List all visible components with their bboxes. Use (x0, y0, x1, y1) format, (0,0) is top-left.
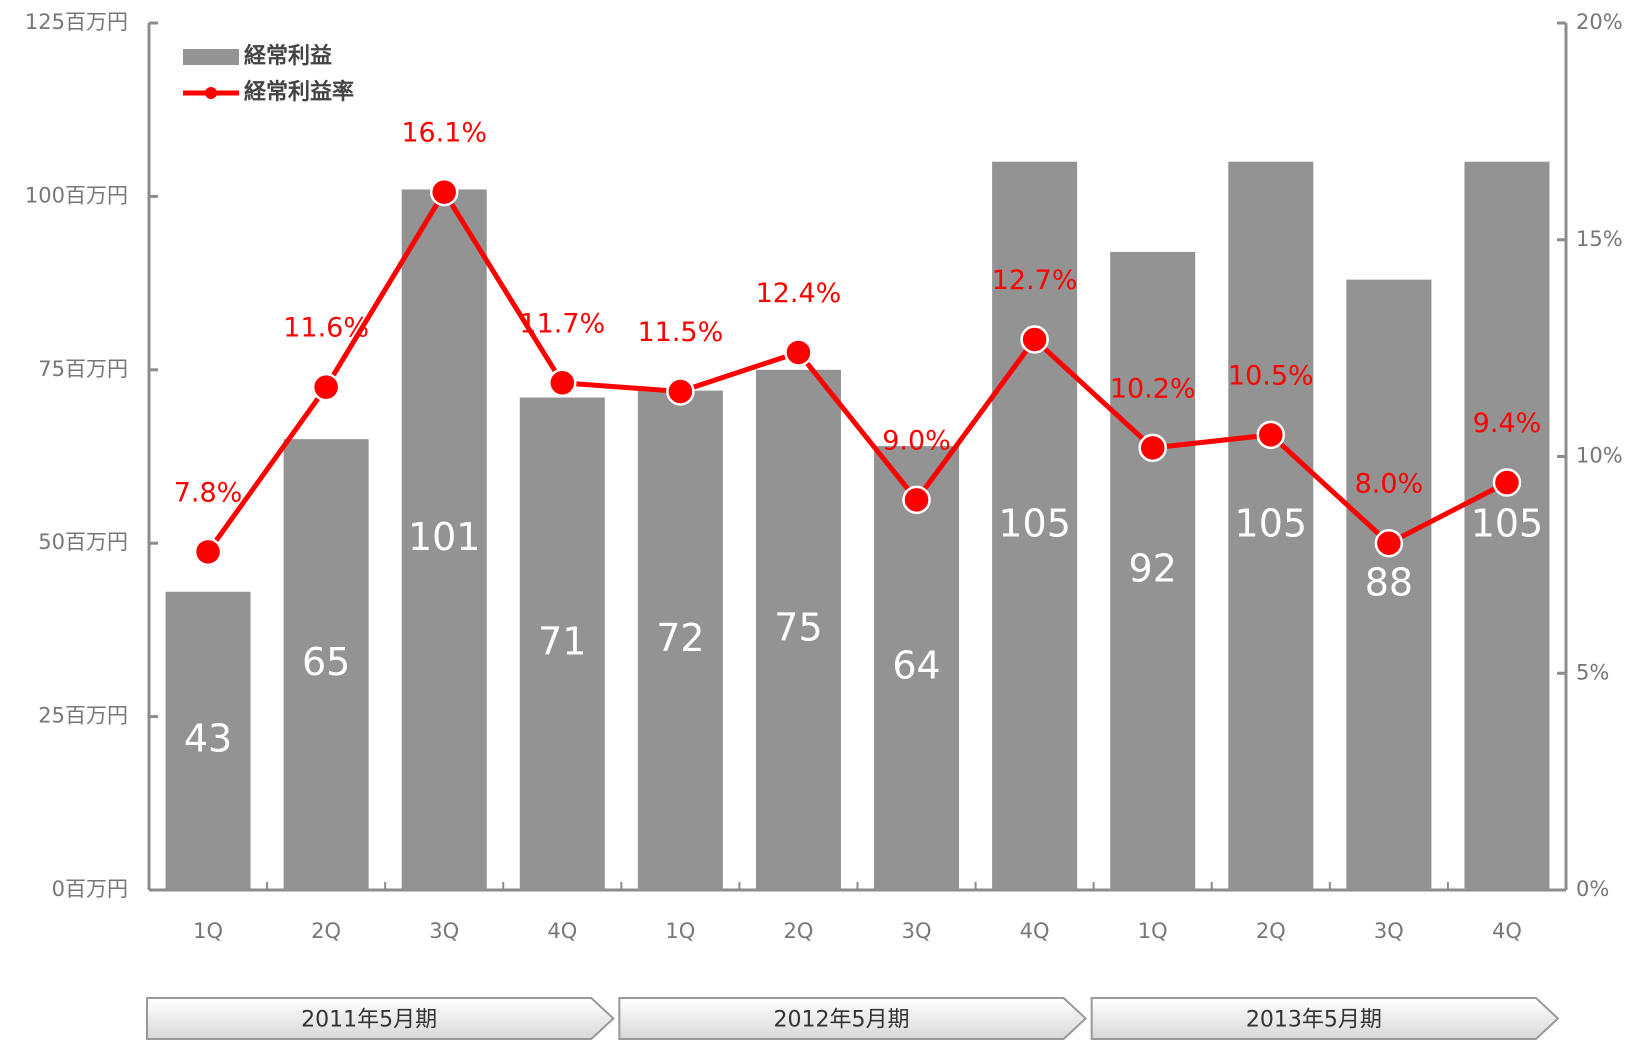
bar (1228, 161, 1314, 891)
bar-label: 92 (1129, 546, 1177, 590)
bar (1346, 279, 1432, 891)
y-tick-label: 0百万円 (52, 877, 128, 901)
line-marker (193, 537, 223, 567)
line-label: 12.7% (992, 265, 1078, 296)
line-label: 9.0% (882, 425, 951, 456)
line-marker (311, 372, 341, 402)
x-tick-label: 3Q (902, 919, 932, 943)
period-arrow (1090, 997, 1560, 1040)
bar (1464, 161, 1550, 891)
line-label: 10.5% (1228, 360, 1314, 391)
y2-tick-label: 0% (1576, 877, 1609, 901)
line-label: 11.6% (283, 313, 369, 344)
bar-label: 105 (998, 501, 1071, 545)
legend-swatch (205, 87, 217, 99)
bar (165, 591, 251, 890)
line-label: 7.8% (174, 477, 243, 508)
x-tick-label: 2Q (784, 919, 814, 943)
bar-label: 75 (774, 605, 822, 649)
legend-label: 経常利益 (244, 43, 332, 69)
line-label: 16.1% (401, 118, 487, 149)
legend-swatch (183, 49, 239, 65)
line-marker (1492, 468, 1522, 497)
x-tick-label: 3Q (429, 919, 459, 943)
period-label: 2013年5月期 (1246, 1008, 1382, 1033)
y-tick-label: 25百万円 (38, 704, 128, 728)
line-label: 11.5% (637, 317, 723, 348)
x-tick-label: 1Q (1138, 919, 1168, 943)
x-tick-label: 3Q (1374, 919, 1404, 943)
line-marker (1138, 433, 1167, 463)
bar-label: 64 (892, 644, 940, 688)
period-arrow (146, 997, 615, 1040)
y2-tick-label: 15% (1576, 227, 1623, 251)
y-tick-label: 100百万円 (25, 183, 128, 207)
legend-label: 経常利益率 (244, 79, 354, 105)
x-tick-label: 1Q (193, 919, 223, 943)
line-marker (1020, 325, 1049, 354)
bar-label: 65 (302, 640, 350, 684)
line-marker (1374, 528, 1404, 558)
line-marker (1256, 420, 1286, 450)
bar-label: 101 (408, 515, 481, 559)
bar (519, 397, 605, 890)
period-label: 2012年5月期 (774, 1008, 910, 1033)
bar-label: 105 (1235, 501, 1308, 545)
line-marker (902, 485, 931, 515)
line-marker (548, 368, 577, 398)
bar (1110, 251, 1196, 890)
x-tick-label: 4Q (547, 919, 577, 943)
bar (874, 446, 960, 890)
y-tick-label: 75百万円 (38, 357, 128, 381)
y2-tick-label: 20% (1576, 10, 1623, 34)
x-tick-label: 2Q (1256, 919, 1286, 943)
line-marker (666, 377, 695, 406)
line-label: 9.4% (1473, 408, 1542, 439)
x-tick-label: 4Q (1020, 919, 1050, 943)
bar-label: 71 (538, 619, 586, 663)
x-tick-label: 2Q (311, 919, 341, 943)
y2-tick-label: 10% (1576, 444, 1623, 468)
bar (992, 161, 1078, 891)
bar (637, 390, 723, 890)
line-label: 11.7% (519, 308, 605, 339)
bar-label: 105 (1471, 501, 1544, 545)
line-marker (784, 338, 813, 367)
y-tick-label: 125百万円 (25, 10, 128, 34)
period-arrow (618, 997, 1088, 1040)
x-tick-label: 4Q (1492, 919, 1522, 943)
bar (755, 369, 841, 890)
bar-label: 72 (656, 616, 704, 660)
line-label: 12.4% (756, 278, 842, 309)
period-label: 2011年5月期 (301, 1008, 437, 1033)
y-tick-label: 50百万円 (38, 530, 128, 554)
x-tick-label: 1Q (665, 919, 695, 943)
line-marker (429, 177, 459, 207)
bar-label: 43 (184, 716, 232, 760)
line-label: 10.2% (1110, 373, 1196, 404)
bar-label: 88 (1365, 560, 1413, 604)
y2-tick-label: 5% (1576, 660, 1609, 684)
line-label: 8.0% (1355, 469, 1424, 500)
bar (283, 439, 369, 890)
line (206, 187, 1509, 554)
bar (401, 189, 487, 891)
